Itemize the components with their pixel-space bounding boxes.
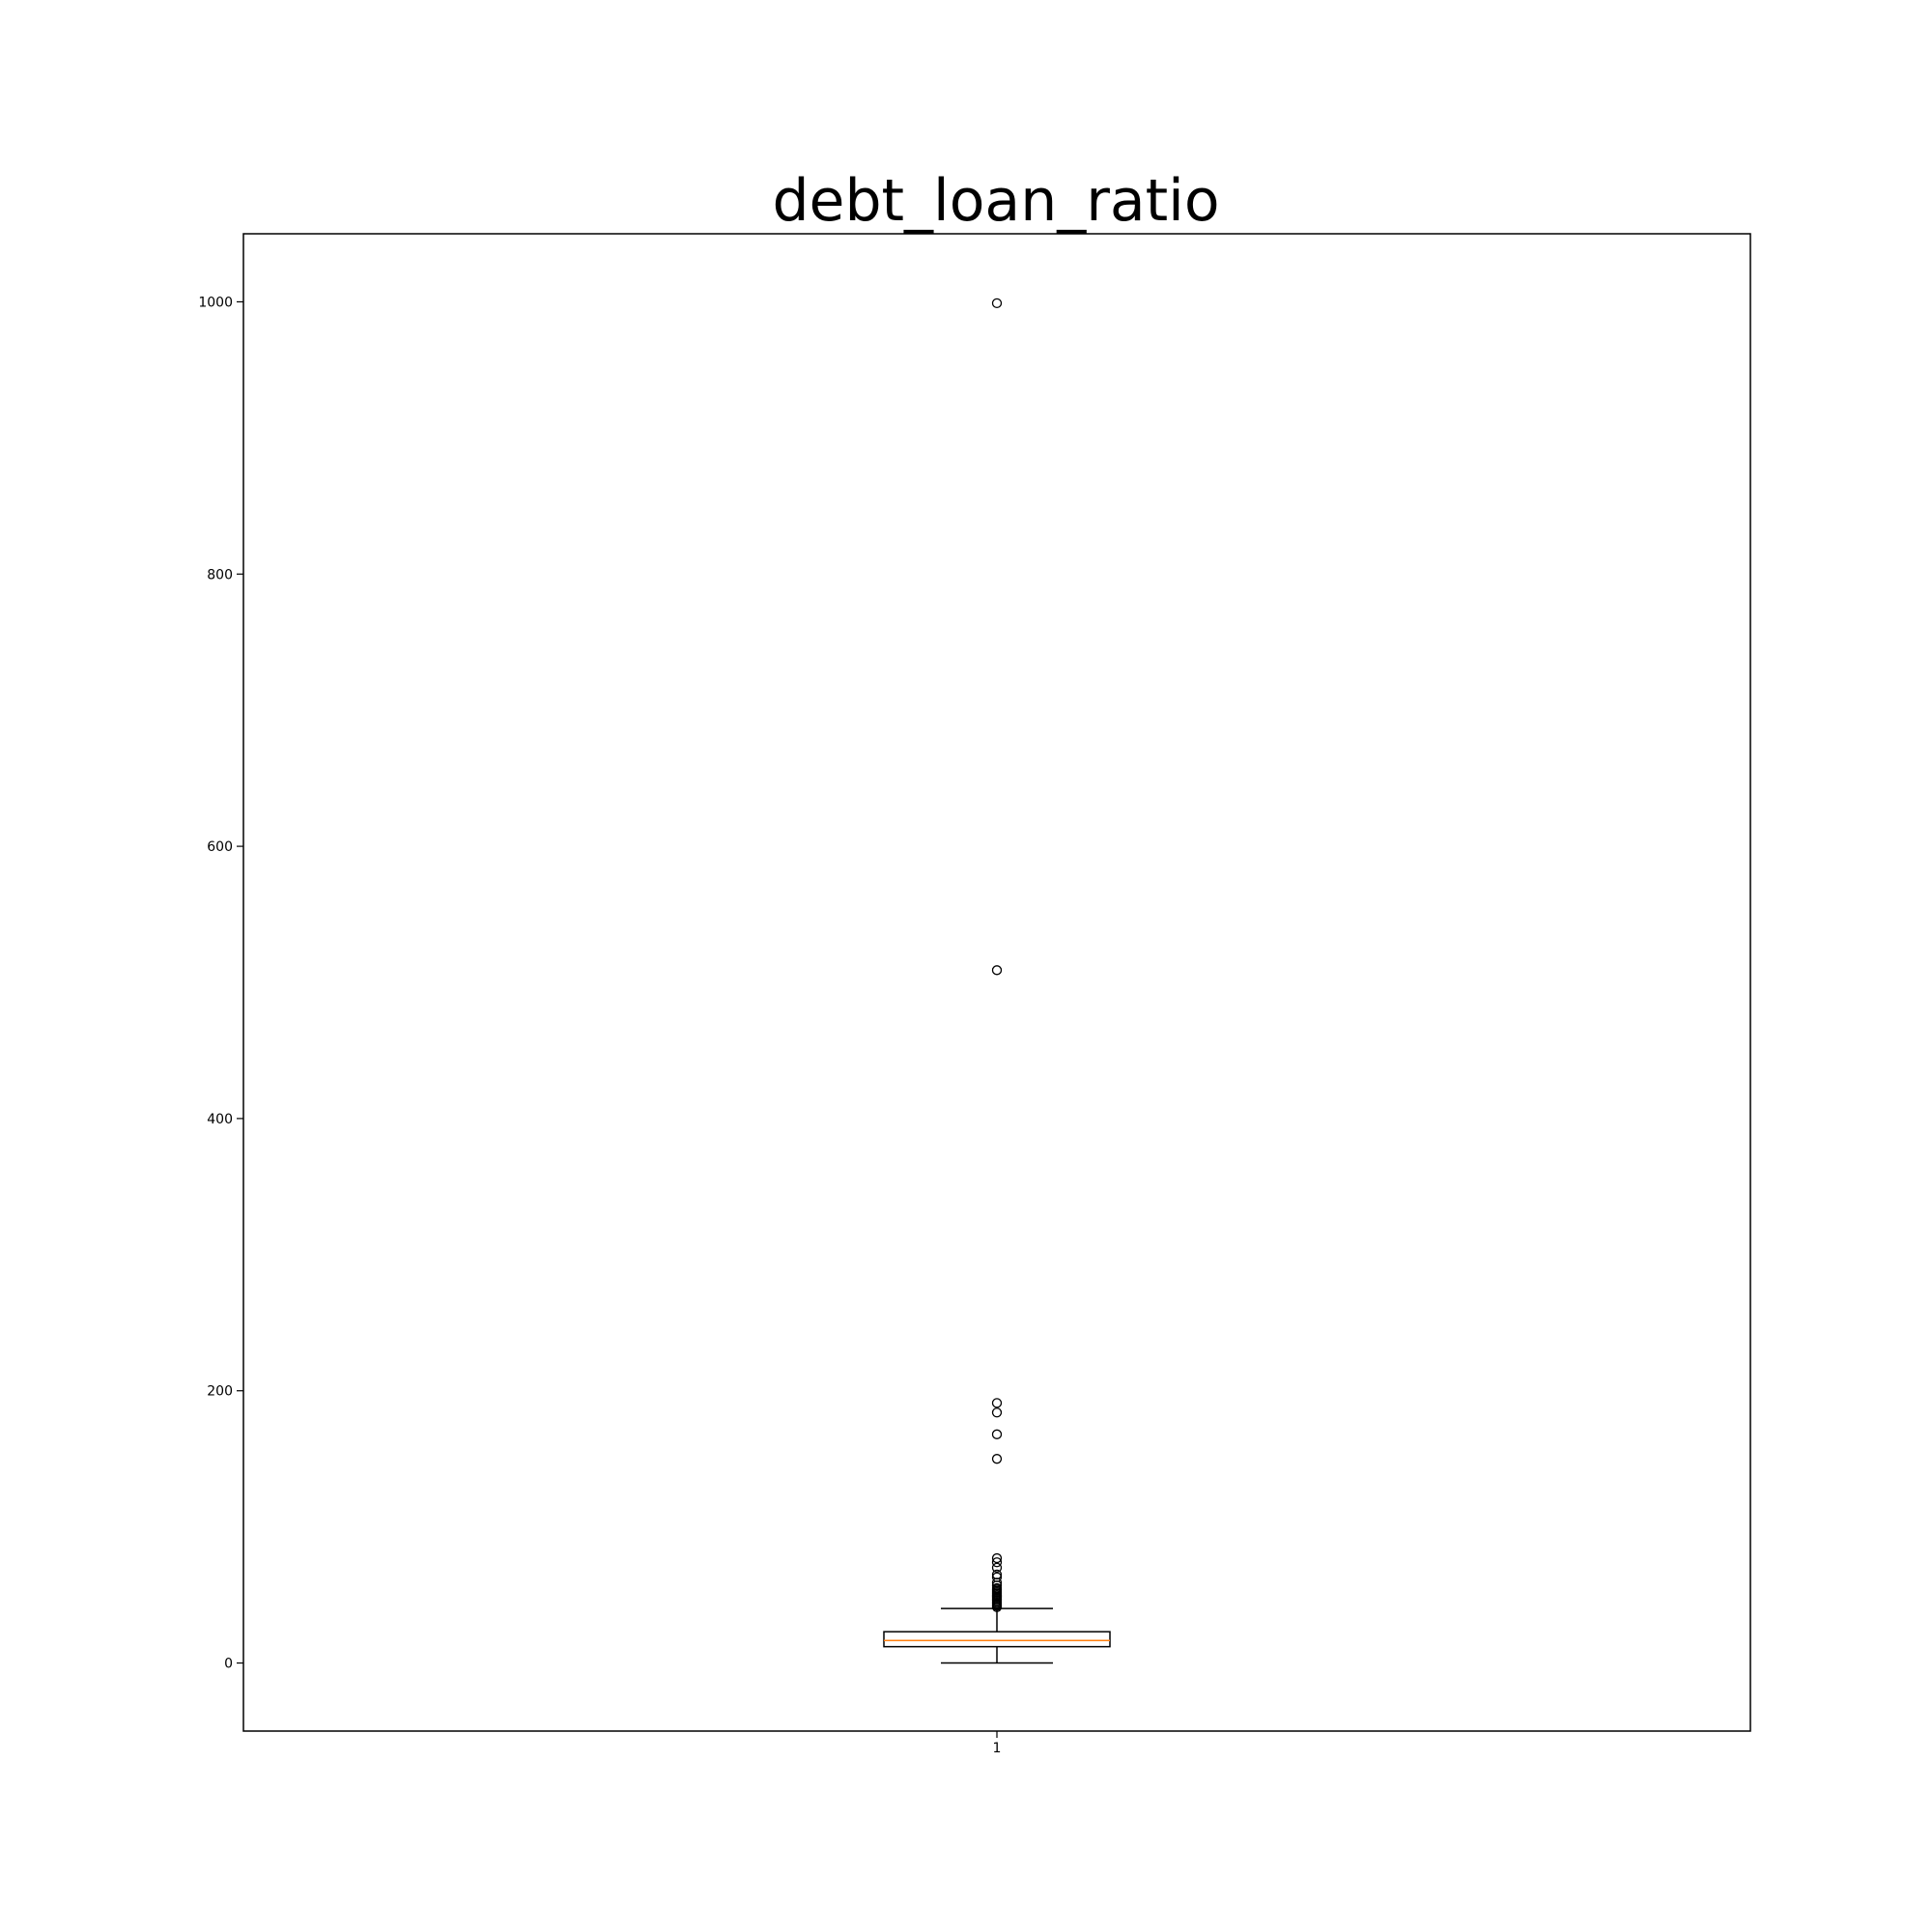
y-tick-label: 800 [207, 567, 233, 582]
y-tick-label: 400 [207, 1112, 233, 1127]
x-axis: 1 [993, 1731, 1002, 1756]
outliers [991, 298, 1003, 1612]
outlier-point [991, 1407, 1003, 1418]
outlier-point [991, 1454, 1003, 1464]
outlier-point [991, 1572, 1003, 1582]
plot-area-frame [242, 233, 1751, 1732]
iqr-box [883, 1631, 1111, 1648]
x-tick-label: 1 [993, 1741, 1002, 1756]
outlier-point [991, 298, 1003, 309]
box-plot [883, 1607, 1111, 1664]
y-tick-label: 1000 [198, 295, 233, 310]
outlier-point [991, 1557, 1003, 1568]
outlier-point [991, 1429, 1003, 1439]
outlier-point [991, 1582, 1003, 1594]
y-tick-label: 200 [207, 1384, 233, 1400]
chart-title: debt_loan_ratio [772, 167, 1219, 235]
outlier-point [991, 1552, 1003, 1564]
y-axis: 0 200 400 600 800 1000 [198, 295, 243, 1672]
outlier-point [991, 1562, 1003, 1574]
y-tick-label: 600 [207, 839, 233, 855]
outlier-point [991, 1398, 1003, 1408]
y-tick-label: 0 [224, 1657, 233, 1672]
outlier-point [991, 1569, 1003, 1580]
outlier-point [991, 965, 1003, 976]
